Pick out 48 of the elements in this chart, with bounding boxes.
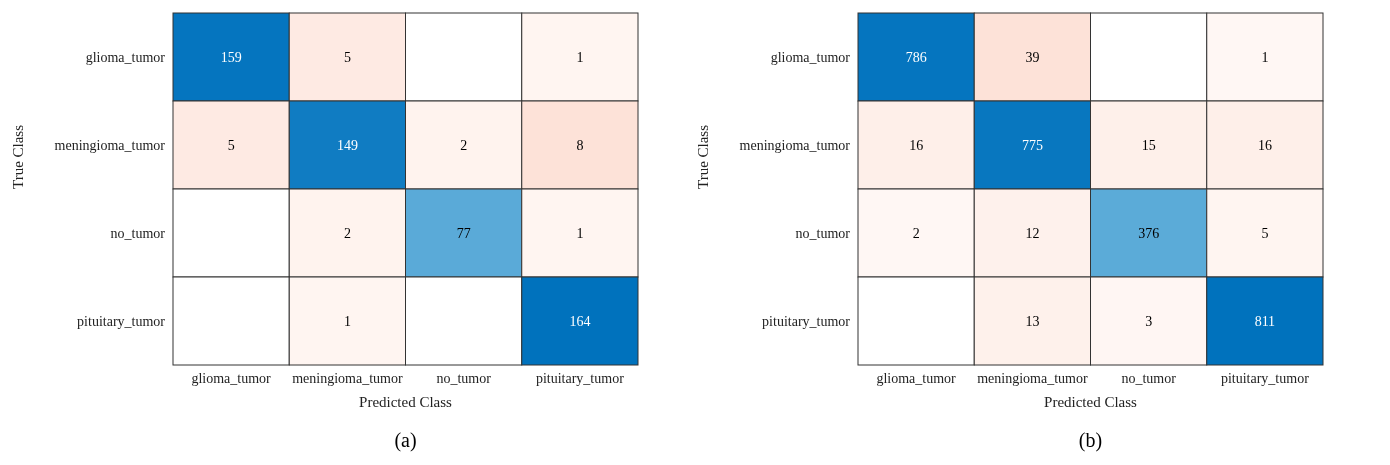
data-label: 15 (1141, 137, 1156, 153)
data-label: 77 (456, 225, 471, 241)
data-label: 164 (569, 313, 591, 329)
data-label: 811 (1254, 313, 1276, 329)
data-label: 16 (909, 137, 924, 153)
x-tick-label: glioma_tumor (876, 370, 957, 386)
x-tick-label: meningioma_tumor (292, 370, 403, 386)
data-label: 149 (336, 137, 358, 153)
y-axis-title: True Class (695, 124, 712, 189)
data-label: 5 (343, 49, 351, 65)
x-tick-label: meningioma_tumor (977, 370, 1088, 386)
data-label: 2 (343, 225, 351, 241)
x-tick-label: pituitary_tumor (1220, 370, 1310, 386)
data-label: 5 (1261, 225, 1269, 241)
x-tick-label: glioma_tumor (191, 370, 272, 386)
text: (b) (1077, 429, 1104, 452)
x-tick-label: pituitary_tumor (535, 370, 625, 386)
x-tick-label: no_tumor (1121, 370, 1177, 386)
data-label: 376 (1138, 225, 1160, 241)
y-axis-title: True Class (10, 124, 27, 189)
y-tick-label: glioma_tumor (770, 49, 851, 65)
data-label: 3 (1145, 313, 1153, 329)
y-tick-label: no_tumor (110, 225, 166, 241)
data-label: 1 (1261, 49, 1269, 65)
data-label: 16 (1257, 137, 1272, 153)
data-label: 159 (220, 49, 242, 65)
data-label: 1 (343, 313, 351, 329)
y-tick-label: meningioma_tumor (739, 137, 851, 153)
data-label: 1 (576, 49, 584, 65)
data-label: 8 (576, 137, 584, 153)
text: (a) (393, 429, 418, 452)
data-label: 5 (227, 137, 235, 153)
x-axis-title: Predicted Class (1044, 394, 1138, 410)
data-label: 39 (1025, 49, 1040, 65)
y-tick-label: no_tumor (795, 225, 851, 241)
data-label: 12 (1025, 225, 1040, 241)
x-tick-label: no_tumor (436, 370, 492, 386)
y-tick-label: pituitary_tumor (762, 313, 851, 329)
data-label: 1 (576, 225, 584, 241)
data-label: 13 (1025, 313, 1040, 329)
data-label: 2 (460, 137, 468, 153)
y-tick-label: pituitary_tumor (77, 313, 166, 329)
data-label: 786 (905, 49, 927, 65)
data-label: 2 (912, 225, 920, 241)
data-label: 775 (1021, 137, 1043, 153)
y-tick-label: meningioma_tumor (54, 137, 166, 153)
x-axis-title: Predicted Class (359, 394, 453, 410)
y-tick-label: glioma_tumor (85, 49, 166, 65)
